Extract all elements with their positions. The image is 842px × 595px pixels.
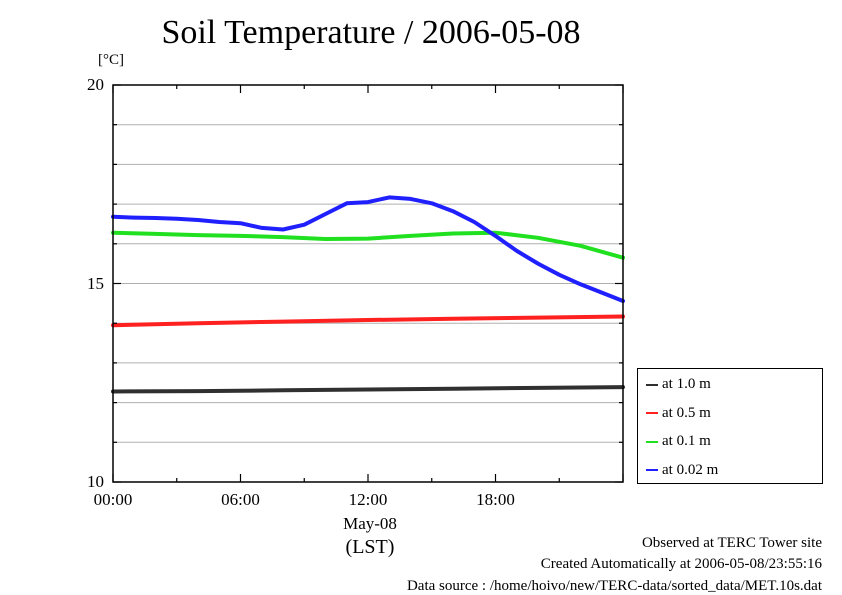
series-line-3 — [111, 195, 625, 303]
footer-created: Created Automatically at 2006-05-08/23:5… — [540, 556, 822, 572]
chart-title: Soil Temperature / 2006-05-08 — [161, 14, 581, 51]
y-tick-label: 15 — [87, 273, 104, 293]
legend-swatch — [646, 440, 658, 443]
y-axis-unit-label: [°C] — [98, 52, 124, 68]
chart-legend: at 1.0 m at 0.5 m at 0.1 m at 0.02 m — [637, 368, 823, 484]
x-tick-label: 00:00 — [93, 490, 133, 509]
series-line-0 — [111, 385, 625, 394]
legend-item: at 1.0 m — [646, 376, 711, 393]
footer-observed: Observed at TERC Tower site — [641, 535, 822, 551]
x-axis-label: (LST) — [345, 536, 395, 558]
legend-item: at 0.02 m — [646, 462, 718, 479]
legend-label: at 0.5 m — [662, 404, 711, 421]
series-line-2 — [111, 230, 625, 260]
y-tick-label: 20 — [87, 75, 104, 94]
legend-label: at 0.1 m — [662, 433, 711, 449]
footer-source: Data source : /home/hoivo/new/TERC-data/… — [406, 578, 822, 594]
legend-swatch — [646, 383, 658, 386]
x-tick-label: 06:00 — [221, 490, 260, 509]
x-axis-date-label: May-08 — [343, 514, 397, 533]
legend-item: at 0.5 m — [646, 405, 711, 422]
x-tick-label: 18:00 — [476, 490, 515, 509]
x-tick-label: 12:00 — [348, 490, 388, 509]
legend-label: at 0.02 m — [662, 461, 719, 478]
legend-label: at 1.0 m — [662, 376, 711, 392]
series-line-1 — [111, 314, 625, 328]
legend-item: at 0.1 m — [646, 433, 711, 450]
legend-swatch — [646, 469, 658, 471]
legend-swatch — [646, 412, 658, 414]
y-tick-label: 10 — [87, 472, 104, 491]
